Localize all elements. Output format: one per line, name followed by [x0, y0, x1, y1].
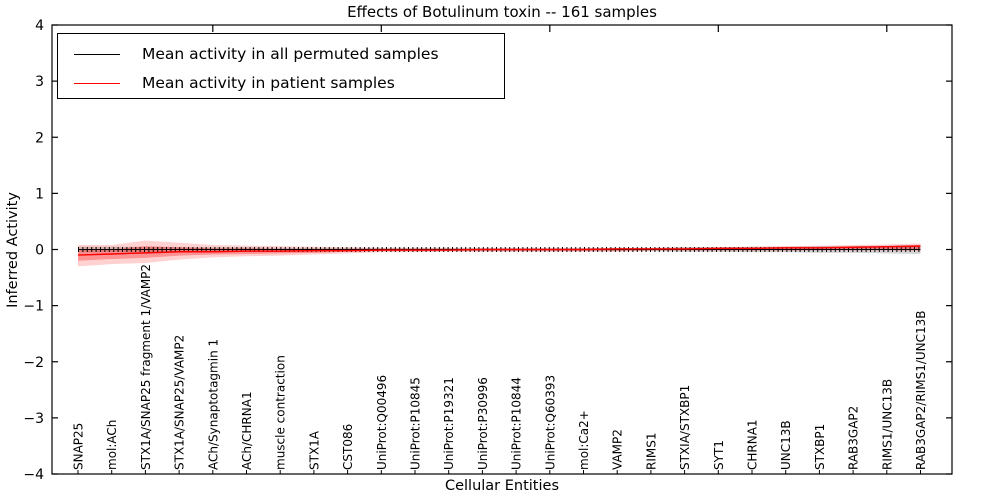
legend-entry-patient: Mean activity in patient samples [58, 70, 504, 96]
x-category-label: RIMS1/UNC13B [880, 379, 894, 470]
x-category-label: SYT1 [712, 440, 726, 470]
legend-line-swatch-patient [74, 82, 120, 84]
y-tick-label: 2 [35, 130, 44, 146]
x-category-label: STX1A [307, 430, 321, 470]
x-category-label: muscle contraction [274, 355, 288, 470]
x-category-label: UniProt:Q00496 [375, 375, 389, 470]
x-category-label: UniProt:P30996 [476, 377, 490, 470]
x-category-label: CHRNA1 [746, 419, 760, 470]
y-tick-label: 4 [35, 18, 44, 34]
y-tick-label: 1 [35, 186, 44, 202]
x-category-label: UNC13B [779, 420, 793, 470]
legend: Mean activity in all permuted samples Me… [57, 33, 505, 99]
legend-entry-permuted: Mean activity in all permuted samples [58, 41, 504, 67]
y-tick-label: −1 [23, 299, 44, 315]
series-line-patient [77, 245, 921, 256]
x-category-label: UniProt:P19321 [442, 377, 456, 470]
x-axis-label: Cellular Entities [444, 478, 560, 494]
x-category-label: ACh/Synaptotagmin 1 [206, 339, 220, 470]
y-tick-label: −4 [23, 467, 44, 483]
legend-label-patient: Mean activity in patient samples [142, 74, 395, 92]
band-patient-samples-range-outer [78, 240, 921, 267]
x-category-label: CST086 [341, 424, 355, 470]
x-category-label: RAB3GAP2 [847, 406, 861, 470]
x-category-label: STXBP1 [813, 424, 827, 470]
y-tick-label: −3 [23, 411, 44, 427]
chart-title: Effects of Botulinum toxin -- 161 sample… [347, 3, 657, 21]
x-category-label: ACh/CHRNA1 [240, 391, 254, 470]
x-category-label: VAMP2 [611, 429, 625, 470]
x-category-label: UniProt:P10844 [510, 377, 524, 470]
x-category-label: STX1A/SNAP25 fragment 1/VAMP2 [139, 264, 153, 470]
x-category-label: STX1A/SNAP25/VAMP2 [173, 335, 187, 470]
x-category-label: UniProt:P10845 [409, 377, 423, 470]
y-tick-label: 0 [35, 243, 44, 259]
legend-line-swatch-permuted [74, 53, 120, 55]
y-tick-label: 3 [35, 74, 44, 90]
x-category-label: UniProt:Q60393 [543, 375, 557, 470]
x-category-label: SNAP25 [72, 423, 86, 470]
y-tick-label: −2 [23, 355, 44, 371]
x-category-label: RIMS1 [644, 433, 658, 470]
y-axis-label: Inferred Activity [5, 192, 21, 308]
x-category-label: RAB3GAP2/RIMS1/UNC13B [914, 310, 928, 470]
x-category-label: mol:Ca2+ [577, 410, 591, 470]
x-category-label: mol:ACh [105, 420, 119, 470]
legend-label-permuted: Mean activity in all permuted samples [142, 45, 439, 63]
x-category-label: STXIA/STXBP1 [678, 385, 692, 470]
